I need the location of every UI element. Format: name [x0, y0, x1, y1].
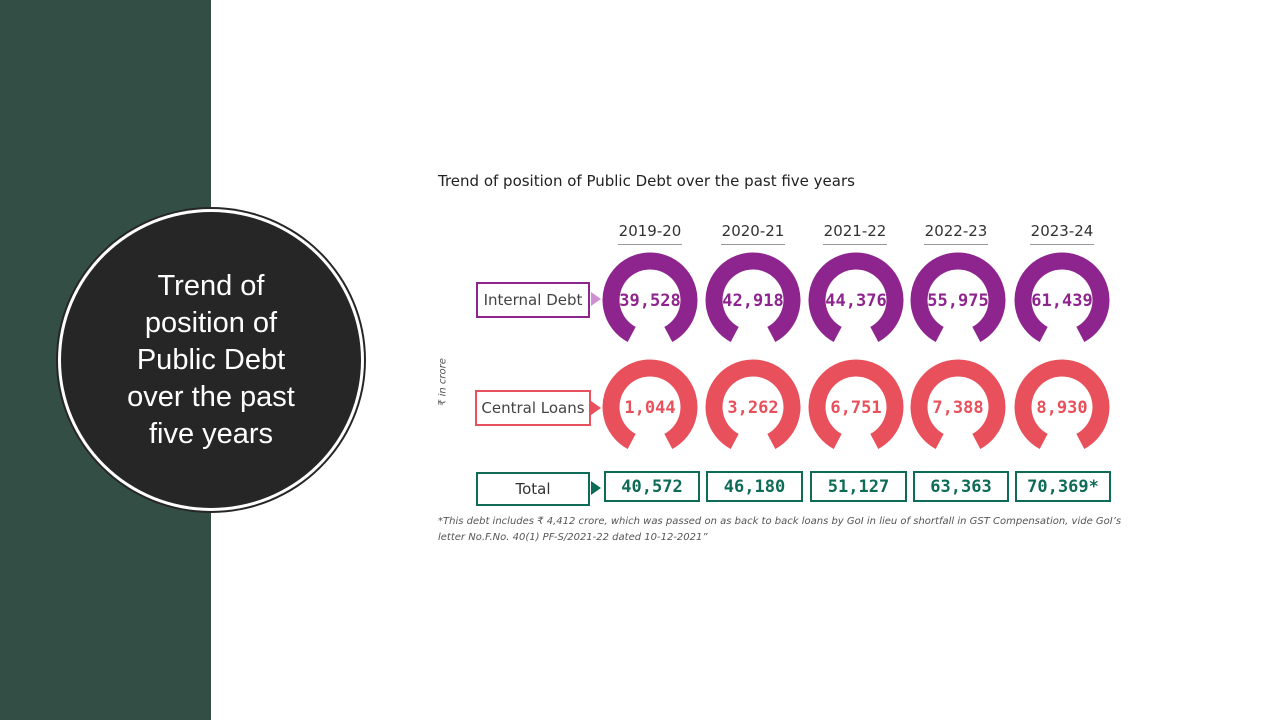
chart-title: Trend of position of Public Debt over th…: [438, 172, 855, 190]
donut-value-central-2020-21: 3,262: [727, 398, 778, 418]
donut-ring-internal-2022-23: [910, 252, 1006, 342]
year-underline: [924, 244, 988, 245]
donut-ring-central-2023-24: [1014, 359, 1110, 449]
donut-value-internal-2022-23: 55,975: [927, 291, 988, 311]
donut-ring-internal-2021-22: [808, 252, 904, 342]
donut-value-central-2019-20: 1,044: [624, 398, 675, 418]
donut-ring-internal-2019-20: [602, 252, 698, 342]
total-value-2020-21: 46,180: [706, 471, 803, 502]
donut-value-internal-2023-24: 61,439: [1031, 291, 1092, 311]
row-label-total: Total: [476, 472, 590, 506]
year-label-2021-22: 2021-22: [823, 222, 887, 240]
year-underline: [1030, 244, 1094, 245]
year-label-2023-24: 2023-24: [1030, 222, 1094, 240]
donut-value-central-2022-23: 7,388: [932, 398, 983, 418]
total-value-2022-23: 63,363: [913, 471, 1009, 502]
donut-ring-central-2021-22: [808, 359, 904, 449]
donut-value-central-2021-22: 6,751: [830, 398, 881, 418]
donut-value-internal-2019-20: 39,528: [619, 291, 680, 311]
donut-value-internal-2021-22: 44,376: [825, 291, 886, 311]
donut-ring-internal-2020-21: [705, 252, 801, 342]
year-underline: [618, 244, 682, 245]
year-label-2019-20: 2019-20: [618, 222, 682, 240]
donut-ring-central-2020-21: [705, 359, 801, 449]
donut-ring-central-2019-20: [602, 359, 698, 449]
year-label-2022-23: 2022-23: [924, 222, 988, 240]
central-arrow-icon: [591, 401, 601, 415]
internal-arrow-icon: [591, 292, 601, 306]
year-label-2020-21: 2020-21: [721, 222, 785, 240]
donut-ring-central-2022-23: [910, 359, 1006, 449]
donut-value-internal-2020-21: 42,918: [722, 291, 783, 311]
row-label-central-loans: Central Loans: [475, 390, 591, 426]
total-value-2019-20: 40,572: [604, 471, 700, 502]
total-value-2023-24: 70,369*: [1015, 471, 1111, 502]
title-circle: Trend of position of Public Debt over th…: [61, 212, 361, 508]
donut-value-central-2023-24: 8,930: [1036, 398, 1087, 418]
total-value-2021-22: 51,127: [810, 471, 907, 502]
side-title: Trend of position of Public Debt over th…: [127, 269, 295, 450]
footnote: *This debt includes ₹ 4,412 crore, which…: [438, 516, 1122, 543]
total-arrow-icon: [591, 481, 601, 495]
row-label-internal-debt: Internal Debt: [476, 282, 590, 318]
donut-ring-internal-2023-24: [1014, 252, 1110, 342]
year-underline: [721, 244, 785, 245]
year-underline: [823, 244, 887, 245]
